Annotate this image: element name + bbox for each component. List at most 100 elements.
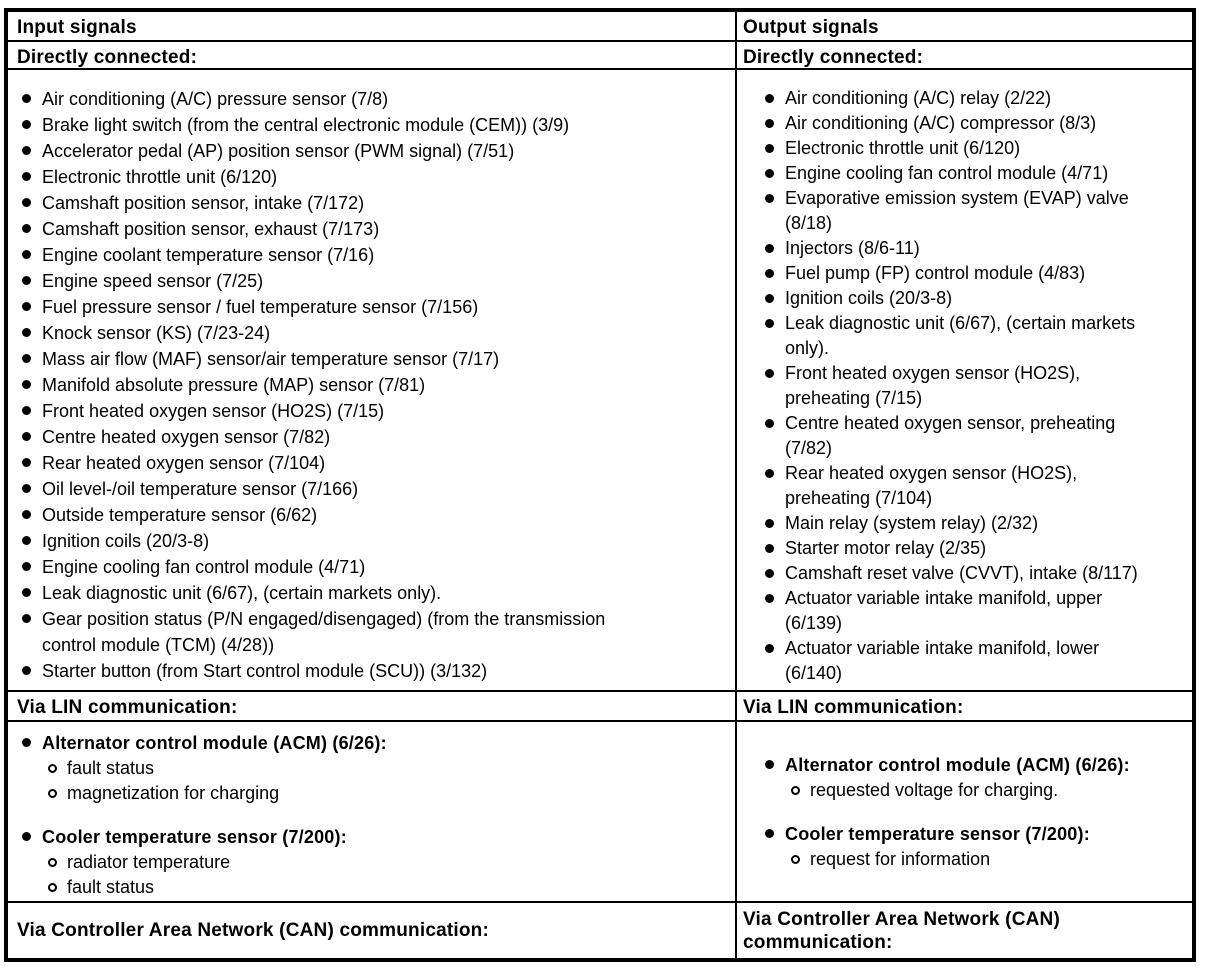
lin-group-title-row: Cooler temperature sensor (7/200): bbox=[22, 824, 731, 850]
list-item-text: Engine coolant temperature sensor (7/16) bbox=[42, 245, 375, 265]
signal-table: Input signals Output signals Directly co… bbox=[4, 8, 1196, 962]
lin-group: Cooler temperature sensor (7/200): reque… bbox=[765, 821, 1188, 872]
input-lin-groups: Alternator control module (ACM) (6/26): … bbox=[8, 722, 737, 903]
list-item: Air conditioning (A/C) compressor (8/3) bbox=[765, 111, 1190, 136]
list-item: Engine cooling fan control module (4/71) bbox=[765, 161, 1190, 186]
lin-group: Alternator control module (ACM) (6/26): … bbox=[765, 752, 1188, 803]
list-item-text: Centre heated oxygen sensor, preheating … bbox=[785, 413, 1116, 458]
bullet-icon bbox=[22, 94, 31, 103]
list-item: Actuator variable intake manifold, upper… bbox=[765, 586, 1190, 636]
list-item: Oil level-/oil temperature sensor (7/166… bbox=[22, 476, 731, 502]
list-item: Mass air flow (MAF) sensor/air temperatu… bbox=[22, 346, 731, 372]
input-signals-header: Input signals bbox=[8, 12, 737, 42]
bullet-icon bbox=[765, 419, 774, 428]
bullet-icon bbox=[22, 250, 31, 259]
list-item: Front heated oxygen sensor (HO2S), prehe… bbox=[765, 361, 1190, 411]
list-item-text: Front heated oxygen sensor (HO2S), prehe… bbox=[785, 363, 1081, 408]
list-item-text: Starter motor relay (2/35) bbox=[785, 538, 987, 558]
list-item: Leak diagnostic unit (6/67), (certain ma… bbox=[22, 580, 731, 606]
list-item-text: Fuel pump (FP) control module (4/83) bbox=[785, 263, 1086, 283]
bullet-icon bbox=[765, 144, 774, 153]
bullet-icon bbox=[22, 328, 31, 337]
bullet-icon bbox=[22, 536, 31, 545]
output-directly-connected-list: Air conditioning (A/C) relay (2/22) Air … bbox=[737, 70, 1192, 692]
lin-sublist: fault status magnetization for charging bbox=[22, 756, 731, 806]
list-item: Centre heated oxygen sensor, preheating … bbox=[765, 411, 1190, 461]
bullet-icon bbox=[765, 644, 774, 653]
list-item: Rear heated oxygen sensor (7/104) bbox=[22, 450, 731, 476]
bullet-icon bbox=[765, 119, 774, 128]
bullet-icon bbox=[22, 354, 31, 363]
list-item: Electronic throttle unit (6/120) bbox=[765, 136, 1190, 161]
list-item: Camshaft position sensor, intake (7/172) bbox=[22, 190, 731, 216]
list-item-text: Centre heated oxygen sensor (7/82) bbox=[42, 427, 331, 447]
lin-group-title: Cooler temperature sensor (7/200): bbox=[785, 823, 1090, 844]
list-item: Ignition coils (20/3-8) bbox=[765, 286, 1190, 311]
circle-bullet-icon bbox=[48, 858, 57, 867]
circle-bullet-icon bbox=[791, 785, 800, 795]
bullet-icon bbox=[22, 432, 31, 441]
lin-sublist: requested voltage for charging. bbox=[765, 778, 1188, 803]
list-item-text: Front heated oxygen sensor (HO2S) (7/15) bbox=[42, 401, 385, 421]
bullet-icon bbox=[22, 510, 31, 519]
circle-bullet-icon bbox=[791, 854, 800, 864]
list-item-text: Oil level-/oil temperature sensor (7/166… bbox=[42, 479, 359, 499]
lin-subitem-text: fault status bbox=[67, 758, 155, 778]
output-signals-header: Output signals bbox=[737, 12, 1192, 42]
lin-group-title-row: Alternator control module (ACM) (6/26): bbox=[22, 730, 731, 756]
bullet-icon bbox=[22, 146, 31, 155]
list-item: Camshaft reset valve (CVVT), intake (8/1… bbox=[765, 561, 1190, 586]
bullet-icon bbox=[22, 120, 31, 129]
list-item-text: Electronic throttle unit (6/120) bbox=[785, 138, 1021, 158]
bullet-icon bbox=[765, 294, 774, 303]
list-item: Engine speed sensor (7/25) bbox=[22, 268, 731, 294]
lin-group-title: Alternator control module (ACM) (6/26): bbox=[42, 733, 387, 753]
bullet-icon bbox=[765, 244, 774, 253]
list-item-text: Leak diagnostic unit (6/67), (certain ma… bbox=[42, 583, 442, 603]
list-item-text: Ignition coils (20/3-8) bbox=[42, 531, 210, 551]
list-item-text: Engine cooling fan control module (4/71) bbox=[42, 557, 366, 577]
bullet-icon bbox=[765, 169, 774, 178]
list-item: Manifold absolute pressure (MAP) sensor … bbox=[22, 372, 731, 398]
list-item: Ignition coils (20/3-8) bbox=[22, 528, 731, 554]
list-item-text: Actuator variable intake manifold, lower… bbox=[785, 638, 1100, 683]
bullet-icon bbox=[22, 172, 31, 181]
bullet-icon bbox=[22, 832, 31, 841]
bullet-icon bbox=[765, 369, 774, 378]
input-directly-connected-label: Directly connected: bbox=[8, 42, 737, 70]
list-item-text: Accelerator pedal (AP) position sensor (… bbox=[42, 141, 515, 161]
list-item-text: Camshaft reset valve (CVVT), intake (8/1… bbox=[785, 563, 1138, 583]
list-item-text: Rear heated oxygen sensor (7/104) bbox=[42, 453, 326, 473]
bullet-icon bbox=[765, 269, 774, 278]
list-item: Starter button (from Start control modul… bbox=[22, 658, 731, 684]
list-item-text: Engine speed sensor (7/25) bbox=[42, 271, 264, 291]
list-item: Actuator variable intake manifold, lower… bbox=[765, 636, 1190, 686]
lin-subitem-text: requested voltage for charging. bbox=[810, 779, 1059, 800]
bullet-icon bbox=[22, 458, 31, 467]
list-item-text: Knock sensor (KS) (7/23-24) bbox=[42, 323, 271, 343]
bullet-icon bbox=[22, 276, 31, 285]
lin-subitem: radiator temperature bbox=[48, 850, 731, 875]
output-can-label: Via Controller Area Network (CAN) commun… bbox=[743, 908, 1060, 953]
bullet-icon bbox=[765, 544, 774, 553]
list-item: Engine cooling fan control module (4/71) bbox=[22, 554, 731, 580]
bullet-icon bbox=[22, 406, 31, 415]
circle-bullet-icon bbox=[48, 764, 57, 773]
lin-subitem: requested voltage for charging. bbox=[791, 778, 1188, 803]
bullet-icon bbox=[22, 198, 31, 207]
bullet-icon bbox=[22, 562, 31, 571]
bullet-icon bbox=[765, 828, 774, 838]
lin-group-title: Cooler temperature sensor (7/200): bbox=[42, 827, 347, 847]
list-item-text: Injectors (8/6-11) bbox=[785, 238, 920, 258]
list-item-text: Mass air flow (MAF) sensor/air temperatu… bbox=[42, 349, 500, 369]
list-item: Front heated oxygen sensor (HO2S) (7/15) bbox=[22, 398, 731, 424]
lin-subitem: fault status bbox=[48, 875, 731, 900]
list-item: Centre heated oxygen sensor (7/82) bbox=[22, 424, 731, 450]
list-item: Injectors (8/6-11) bbox=[765, 236, 1190, 261]
list-item: Leak diagnostic unit (6/67), (certain ma… bbox=[765, 311, 1190, 361]
output-directly-connected-label: Directly connected: bbox=[737, 42, 1192, 70]
list-item: Air conditioning (A/C) pressure sensor (… bbox=[22, 86, 731, 112]
list-item-text: Outside temperature sensor (6/62) bbox=[42, 505, 318, 525]
bullet-icon bbox=[765, 319, 774, 328]
